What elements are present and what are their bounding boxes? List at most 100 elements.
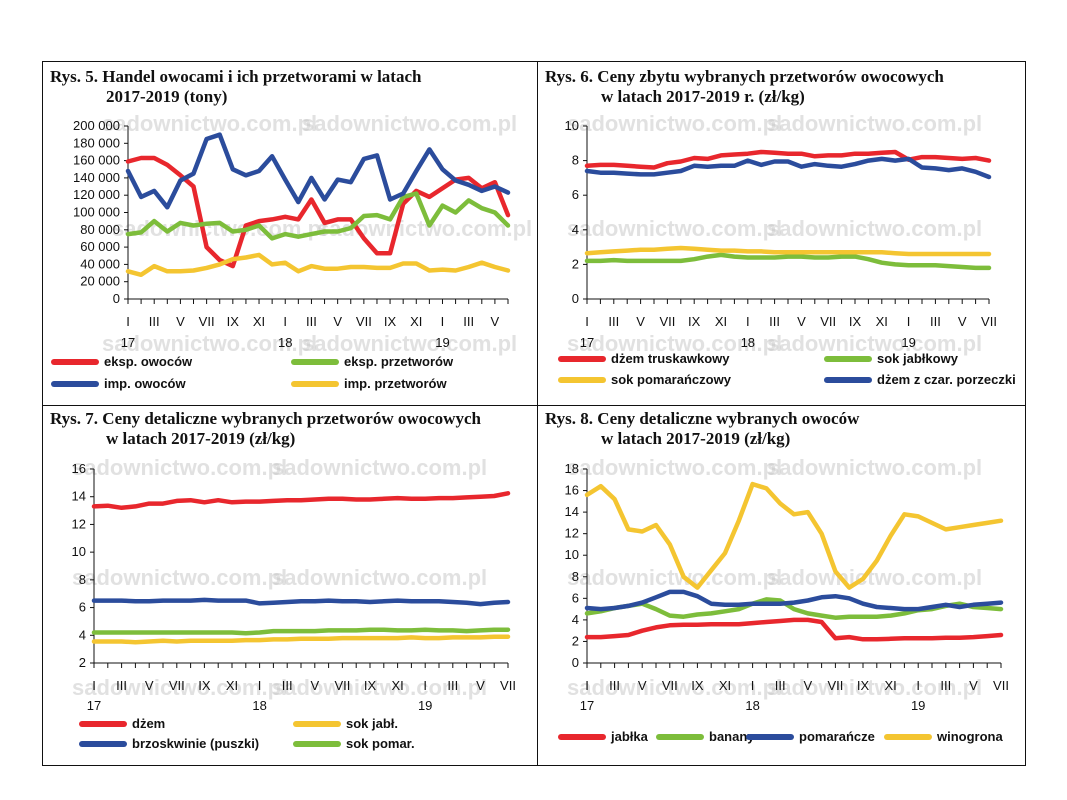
x-year-label: 18 [745,698,759,713]
watermark-text: sadownictwo.com.pl [567,216,782,241]
x-tick-label: I [258,678,262,693]
chart-title-line1: Rys. 8. Ceny detaliczne wybranych owoców [545,409,860,428]
x-tick-label: V [636,314,645,329]
legend-label: sok pomarańczowy [611,372,732,387]
panel-divider-vertical [537,61,538,766]
x-tick-label: III [306,314,317,329]
x-tick-label: I [92,678,96,693]
series-line [91,627,511,636]
x-tick-label: IX [364,678,377,693]
x-tick-label: V [797,314,806,329]
series-line [91,491,511,511]
x-tick-label: VII [334,678,350,693]
legend-item: imp. przetworów [291,376,447,391]
y-tick-label: 10 [565,547,579,562]
x-tick-label: XI [876,314,888,329]
y-tick-label: 0 [572,291,579,306]
y-tick-label: 0 [572,655,579,670]
chart-title-line2: w latach 2017-2019 (zł/kg) [106,429,296,448]
x-tick-label: I [907,314,911,329]
x-tick-label: V [333,314,342,329]
legend-item: dżem [79,716,165,731]
x-tick-label: III [463,314,474,329]
x-year-label: 17 [121,335,135,350]
x-tick-label: V [310,678,319,693]
watermark-text: sadownictwo.com.pl [72,455,287,480]
x-tick-label: VII [662,678,678,693]
figure-frame [42,61,1026,766]
x-tick-label: VII [820,314,836,329]
legend-item: dżem truskawkowy [558,351,730,366]
x-tick-label: IX [688,314,701,329]
x-tick-label: V [145,678,154,693]
watermark-text: sadownictwo.com.pl [272,565,487,590]
y-tick-label: 60 000 [80,239,120,254]
legend-label: dżem truskawkowy [611,351,730,366]
legend-label: eksp. owoców [104,354,193,369]
y-tick-label: 100 000 [73,205,120,220]
y-tick-label: 4 [79,627,86,642]
x-tick-label: IX [227,314,240,329]
x-tick-label: IX [384,314,397,329]
chart-panel-rys5: Rys. 5. Handel owocami i ich przetworami… [42,61,537,405]
x-year-label: 17 [580,698,594,713]
panel-divider-horizontal [42,405,1026,406]
x-tick-label: V [476,678,485,693]
legend-label: pomarańcze [799,729,875,744]
y-tick-label: 14 [72,489,86,504]
chart-title: Rys. 8. Ceny detaliczne wybranych owoców… [545,409,859,449]
y-tick-label: 140 000 [73,170,120,185]
series-line [584,156,992,180]
y-tick-label: 12 [565,526,579,541]
x-tick-label: I [746,314,750,329]
y-tick-label: 180 000 [73,135,120,150]
x-tick-label: I [916,678,920,693]
y-tick-label: 18 [565,461,579,476]
x-tick-label: III [149,314,160,329]
x-tick-label: VII [356,314,372,329]
watermark-text: sadownictwo.com.pl [767,565,982,590]
watermark-text: sadownictwo.com.pl [302,331,517,356]
y-tick-label: 4 [572,612,579,627]
legend-item: sok jabł. [293,716,398,731]
legend-label: dżem z czar. porzeczki [877,372,1016,387]
watermark-text: sadownictwo.com.pl [272,675,487,700]
chart-title-line1: Rys. 7. Ceny detaliczne wybranych przetw… [50,409,481,428]
legend-item: sok jabłkowy [824,351,959,366]
x-tick-label: VII [199,314,215,329]
legend-label: dżem [132,716,165,731]
watermark-text: sadownictwo.com.pl [72,565,287,590]
y-tick-label: 2 [79,655,86,670]
x-tick-label: IX [849,314,862,329]
watermark-text: sadownictwo.com.pl [567,111,782,136]
watermark-text: sadownictwo.com.pl [767,331,982,356]
y-tick-label: 10 [72,544,86,559]
legend-item: winogrona [884,729,1003,744]
chart-title: Rys. 6. Ceny zbytu wybranych przetworów … [545,67,944,107]
x-tick-label: I [585,314,589,329]
x-tick-label: I [283,314,287,329]
legend-item: sok pomarańczowy [558,372,732,387]
legend-item: dżem z czar. porzeczki [824,372,1016,387]
x-tick-label: XI [253,314,265,329]
chart-svg: sadownictwo.com.pl sadownictwo.com.pl sado… [558,111,1016,387]
y-tick-label: 0 [113,291,120,306]
x-tick-label: V [176,314,185,329]
x-tick-label: V [491,314,500,329]
y-tick-label: 14 [565,504,579,519]
x-tick-label: V [969,678,978,693]
legend-item: sok pomar. [293,736,415,751]
series-line [91,634,511,645]
series-line [125,132,511,210]
y-tick-label: 8 [572,153,579,168]
series-line [125,191,511,241]
x-year-label: 18 [252,698,266,713]
x-year-label: 17 [87,698,101,713]
chart-title: Rys. 5. Handel owocami i ich przetworami… [50,67,421,107]
series-line [125,252,511,278]
y-tick-label: 8 [79,572,86,587]
x-year-label: 19 [418,698,432,713]
series-line [584,245,992,257]
chart-panel-rys7: Rys. 7. Ceny detaliczne wybranych przetw… [42,405,537,766]
chart-title-line1: Rys. 6. Ceny zbytu wybranych przetworów … [545,67,944,86]
